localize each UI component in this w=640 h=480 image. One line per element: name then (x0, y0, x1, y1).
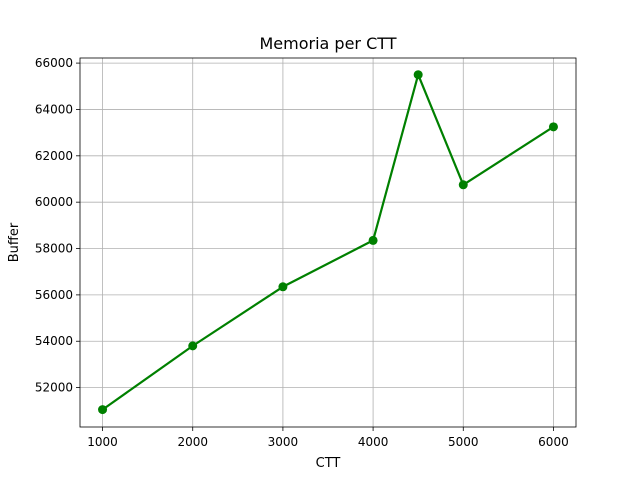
data-point (458, 180, 468, 190)
data-point (548, 122, 558, 132)
x-tick-label: 1000 (87, 435, 118, 449)
data-point (278, 282, 288, 292)
plot-frame (79, 57, 577, 428)
data-point (368, 235, 378, 245)
y-tick-label: 60000 (35, 195, 73, 209)
data-point (413, 70, 423, 80)
x-tick-label: 2000 (177, 435, 208, 449)
x-tick-label: 3000 (268, 435, 299, 449)
series-layer (98, 70, 558, 415)
data-point (188, 341, 198, 351)
y-tick-label: 62000 (35, 149, 73, 163)
data-point (98, 405, 108, 415)
y-tick-label: 54000 (35, 334, 73, 348)
grid (80, 58, 576, 427)
y-axis-ticks: 52000 54000 56000 58000 60000 62000 64000 66000 (35, 56, 80, 395)
x-tick-label: 4000 (358, 435, 389, 449)
x-axis-label: CTT (316, 456, 341, 471)
x-axis-ticks: 1000 2000 3000 4000 5000 6000 (87, 427, 569, 449)
y-tick-label: 52000 (35, 381, 73, 395)
y-tick-label: 56000 (35, 288, 73, 302)
series-line (101, 73, 555, 411)
chart-title: Memoria per CTT (259, 34, 396, 53)
y-axis-label: Buffer (7, 222, 22, 262)
x-tick-label: 6000 (538, 435, 569, 449)
y-tick-label: 66000 (35, 56, 73, 70)
y-tick-label: 58000 (35, 242, 73, 256)
x-tick-label: 5000 (448, 435, 479, 449)
y-tick-label: 64000 (35, 102, 73, 116)
